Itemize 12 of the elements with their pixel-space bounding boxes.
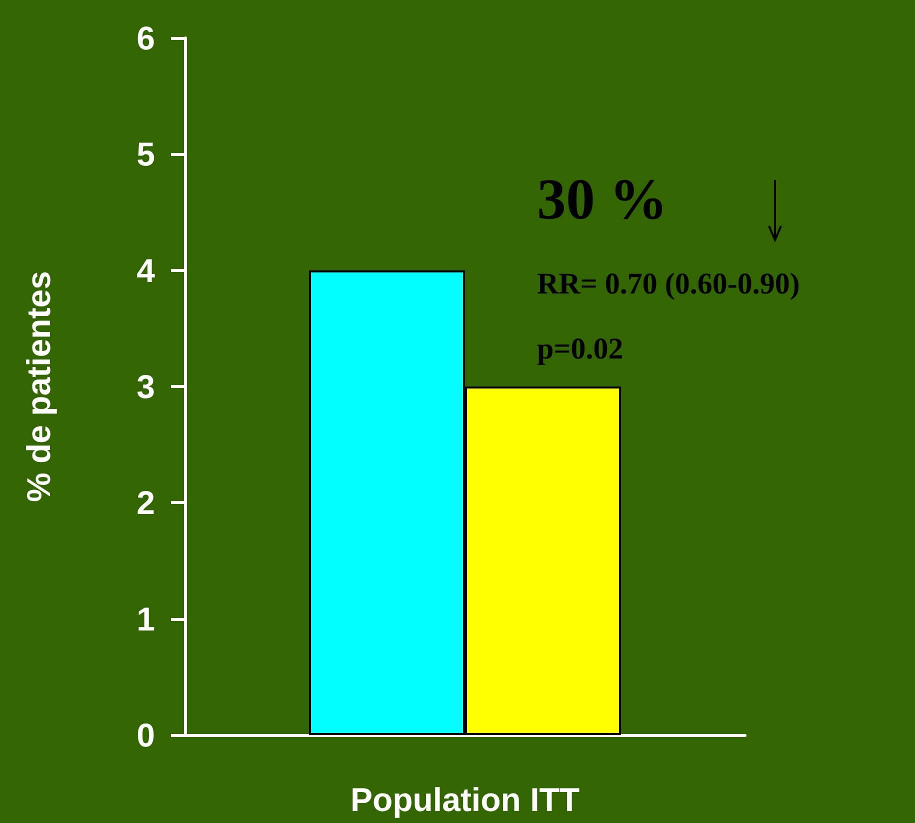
- y-tick-label: 1: [136, 600, 155, 638]
- y-tick-label: 3: [136, 368, 155, 405]
- annotation: p=0.02: [537, 332, 624, 366]
- y-tick-label: 4: [136, 252, 156, 289]
- y-tick-label: 2: [136, 484, 155, 522]
- annotation: RR= 0.70 (0.60-0.90): [537, 268, 800, 300]
- y-tick-label: 0: [136, 716, 155, 754]
- y-axis-title: % de patientes: [20, 270, 57, 502]
- x-tick-label: Population ITT: [350, 781, 580, 818]
- y-tick-label: 5: [136, 136, 155, 173]
- y-tick-label: 6: [136, 20, 155, 56]
- annotation: 30 %: [537, 166, 668, 232]
